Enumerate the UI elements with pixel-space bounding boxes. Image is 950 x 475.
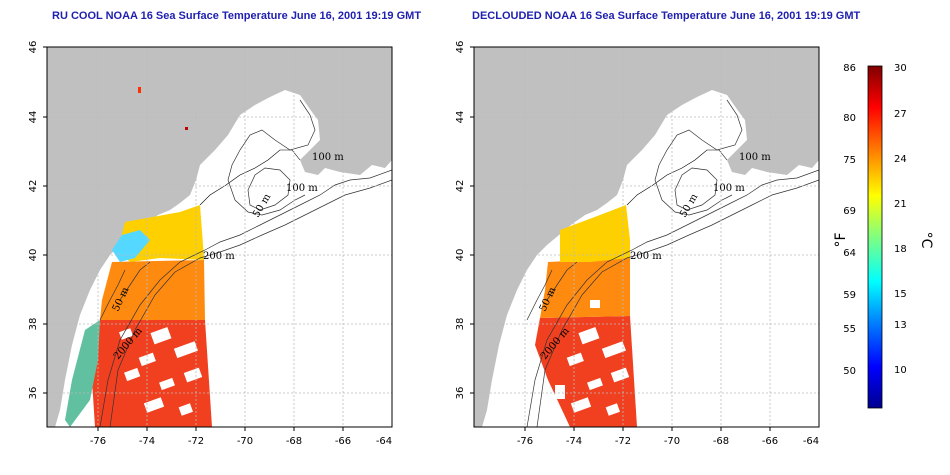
left-map-frame — [46, 46, 393, 428]
celsius-unit-label: °C — [918, 232, 934, 249]
left-sst-swath-mid — [100, 260, 205, 320]
right-bathymetry-contours — [526, 99, 819, 427]
right-coastline — [626, 149, 728, 206]
right-sst-swath-warm — [535, 316, 637, 427]
x-tick-label: -72 — [615, 436, 631, 447]
right-grid — [474, 47, 819, 427]
left-bathymetry-contours — [99, 99, 392, 427]
fahrenheit-tick-label: 64 — [843, 248, 856, 259]
x-tick-label: -74 — [566, 436, 582, 447]
left-coastline — [199, 149, 301, 206]
y-tick-label: 42 — [455, 180, 466, 193]
x-tick-label: -66 — [762, 436, 778, 447]
x-tick-label: -64 — [803, 436, 819, 447]
contour-label: 100 m — [286, 183, 318, 194]
colorbar-celsius-ticks: 30 27 24 21 18 15 13 10 — [894, 63, 907, 376]
y-tick-label: 44 — [455, 111, 466, 124]
left-land-mass — [47, 47, 392, 427]
contour-label: 100 m — [312, 152, 344, 163]
temperature-colorbar: 86 80 75 69 64 59 55 50 30 27 24 21 18 1… — [833, 63, 934, 409]
left-sst-swath-cool — [112, 230, 150, 262]
x-tick-label: -76 — [517, 436, 533, 447]
contour-label: 100 m — [739, 152, 771, 163]
contour-label: 200 m — [203, 251, 235, 262]
celsius-tick-label: 24 — [894, 154, 907, 165]
celsius-tick-label: 30 — [894, 63, 907, 74]
y-tick-label: 44 — [28, 111, 39, 124]
left-axis-ticks — [43, 46, 344, 431]
contour-label: 100 m — [713, 183, 745, 194]
y-tick-label: 40 — [28, 249, 39, 262]
fahrenheit-tick-label: 69 — [843, 206, 856, 217]
right-map-panel: 100 m 100 m 50 m 200 m 50 m 2000 m -76 -… — [455, 41, 820, 447]
y-tick-label: 46 — [28, 41, 39, 54]
y-tick-label: 38 — [28, 318, 39, 331]
right-cloud-gaps — [555, 300, 630, 416]
left-panel-title: RU COOL NOAA 16 Sea Surface Temperature … — [52, 10, 422, 22]
celsius-tick-label: 27 — [894, 109, 907, 120]
right-axis-ticks — [470, 46, 771, 431]
right-land-mass — [474, 47, 819, 427]
left-y-tick-labels: 46 44 42 40 38 36 — [28, 41, 39, 400]
colorbar-fahrenheit-ticks: 86 80 75 69 64 59 55 50 — [843, 63, 856, 377]
left-map-panel: 100 m 100 m 50 m 200 m 50 m 2000 m -76 -… — [28, 41, 393, 447]
contour-label: 200 m — [630, 251, 662, 262]
left-sst-speck — [185, 127, 188, 130]
fahrenheit-unit-label: °F — [833, 232, 849, 247]
right-panel-title: DECLOUDED NOAA 16 Sea Surface Temperatur… — [472, 10, 861, 22]
right-y-tick-labels: 46 44 42 40 38 36 — [455, 41, 466, 400]
fahrenheit-tick-label: 59 — [843, 290, 856, 301]
colorbar-gradient — [867, 65, 883, 409]
x-tick-label: -68 — [286, 436, 302, 447]
y-tick-label: 36 — [455, 387, 466, 400]
y-tick-label: 36 — [28, 387, 39, 400]
right-sst-swath-mid — [540, 258, 630, 318]
right-sst-swath-yellow — [560, 205, 630, 262]
y-tick-label: 42 — [28, 180, 39, 193]
fahrenheit-tick-label: 80 — [843, 113, 856, 124]
fahrenheit-tick-label: 86 — [843, 63, 856, 74]
y-tick-label: 46 — [455, 41, 466, 54]
left-sst-nearshore — [65, 320, 100, 427]
celsius-tick-label: 21 — [894, 199, 907, 210]
y-tick-label: 38 — [455, 318, 466, 331]
left-x-tick-labels: -76 -74 -72 -70 -68 -66 -64 — [90, 436, 392, 447]
celsius-tick-label: 15 — [894, 289, 907, 300]
celsius-tick-label: 10 — [894, 365, 907, 376]
x-tick-label: -70 — [237, 436, 253, 447]
fahrenheit-tick-label: 75 — [843, 155, 856, 166]
x-tick-label: -74 — [139, 436, 155, 447]
right-x-tick-labels: -76 -74 -72 -70 -68 -66 -64 — [517, 436, 819, 447]
x-tick-label: -64 — [376, 436, 392, 447]
right-map-frame — [473, 46, 820, 428]
x-tick-label: -68 — [713, 436, 729, 447]
celsius-tick-label: 13 — [894, 320, 907, 331]
x-tick-label: -70 — [664, 436, 680, 447]
fahrenheit-tick-label: 50 — [843, 366, 856, 377]
x-tick-label: -76 — [90, 436, 106, 447]
left-sst-speck — [138, 87, 141, 93]
x-tick-label: -72 — [188, 436, 204, 447]
y-tick-label: 40 — [455, 249, 466, 262]
celsius-tick-label: 18 — [894, 244, 907, 255]
x-tick-label: -66 — [335, 436, 351, 447]
left-grid — [47, 47, 392, 427]
fahrenheit-tick-label: 55 — [843, 324, 856, 335]
